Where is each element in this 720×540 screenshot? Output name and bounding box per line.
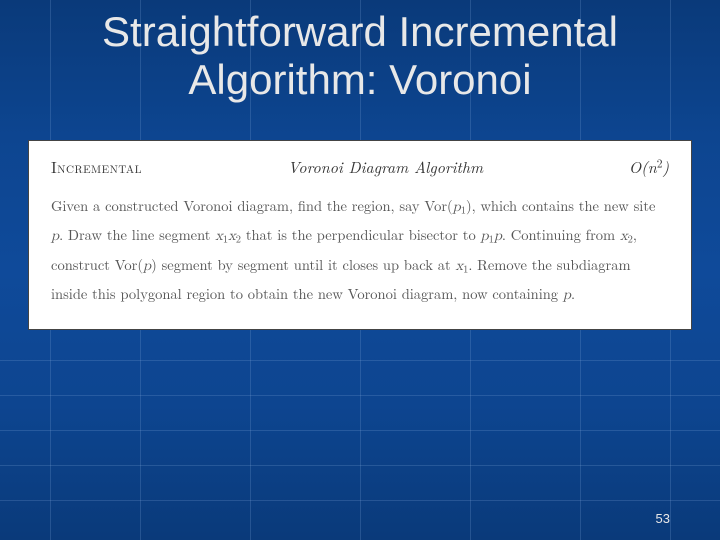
algorithm-subject: Voronoi Diagram Algorithm xyxy=(142,155,629,178)
algorithm-box: Incremental Voronoi Diagram Algorithm O(… xyxy=(28,140,692,330)
page-number: 53 xyxy=(656,511,670,526)
algorithm-complexity: O(n2) xyxy=(629,155,669,178)
algorithm-header: Incremental Voronoi Diagram Algorithm O(… xyxy=(51,155,669,178)
algorithm-body: Given a constructed Voronoi diagram, fin… xyxy=(51,192,669,309)
slide: Straightforward Incremental Algorithm: V… xyxy=(0,0,720,540)
slide-title: Straightforward Incremental Algorithm: V… xyxy=(0,8,720,105)
algorithm-name: Incremental xyxy=(51,155,142,178)
